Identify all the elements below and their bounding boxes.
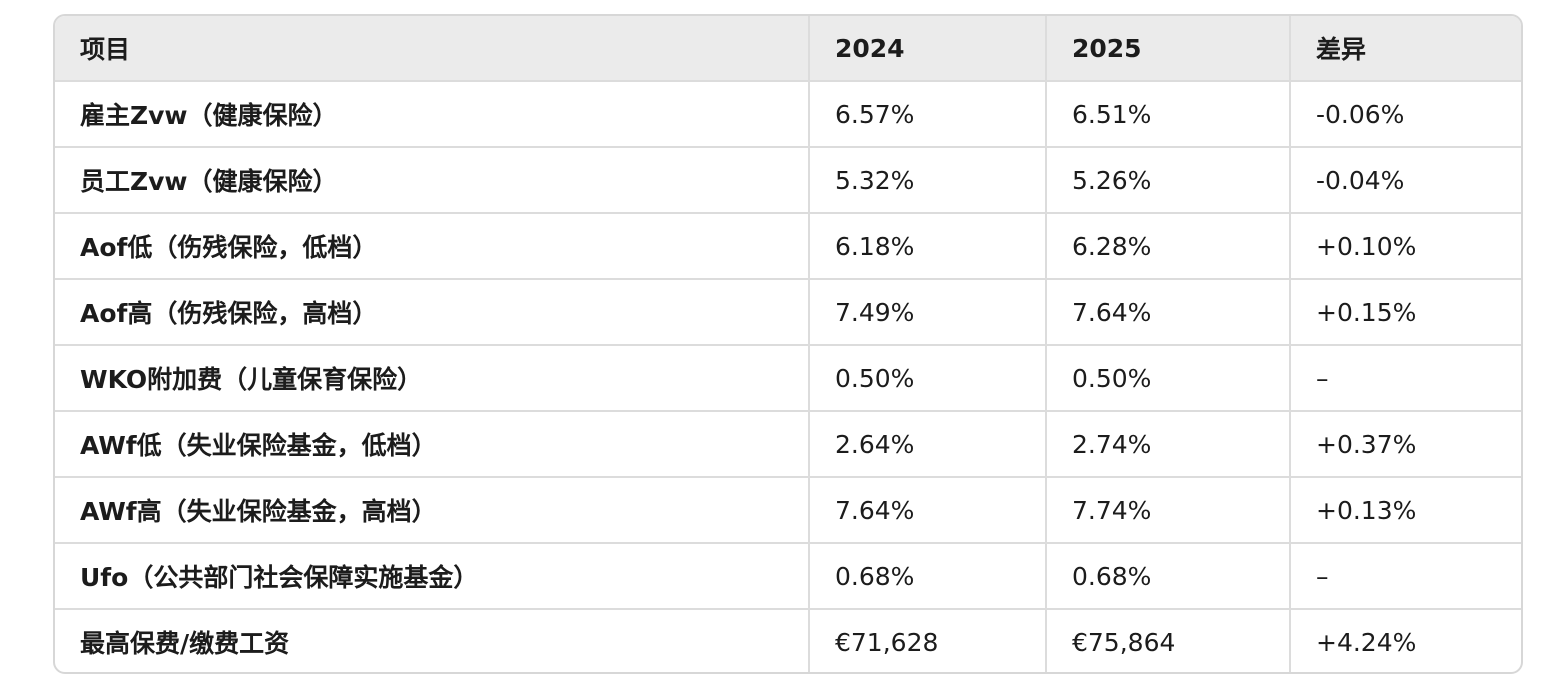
- comparison-table: 项目 2024 2025 差异 雇主Zvw（健康保险） 6.57% 6.51% …: [55, 16, 1521, 672]
- table-row: 员工Zvw（健康保险） 5.32% 5.26% -0.04%: [55, 147, 1521, 214]
- cell-2024: 5.32%: [809, 147, 1047, 214]
- cell-2024: 6.57%: [809, 81, 1047, 148]
- cell-2025: 5.26%: [1046, 147, 1291, 214]
- cell-difference: –: [1290, 345, 1521, 412]
- table-row: 最高保费/缴费工资 €71,628 €75,864 +4.24%: [55, 609, 1521, 672]
- table-row: Aof低（伤残保险，低档） 6.18% 6.28% +0.10%: [55, 213, 1521, 280]
- table-header: 项目 2024 2025 差异: [55, 16, 1521, 82]
- table-row: 雇主Zvw（健康保险） 6.57% 6.51% -0.06%: [55, 81, 1521, 148]
- cell-2025: 6.51%: [1046, 81, 1291, 148]
- cell-2024: €71,628: [809, 609, 1047, 672]
- cell-item: AWf低（失业保险基金，低档）: [55, 411, 810, 478]
- cell-item: Aof低（伤残保险，低档）: [55, 213, 810, 280]
- header-2025: 2025: [1046, 16, 1291, 82]
- table-row: Ufo（公共部门社会保障实施基金） 0.68% 0.68% –: [55, 543, 1521, 610]
- cell-difference: +0.10%: [1290, 213, 1521, 280]
- cell-2025: 0.68%: [1046, 543, 1291, 610]
- cell-2024: 6.18%: [809, 213, 1047, 280]
- cell-difference: -0.06%: [1290, 81, 1521, 148]
- cell-2025: 6.28%: [1046, 213, 1291, 280]
- cell-item: 最高保费/缴费工资: [55, 609, 810, 672]
- cell-2025: 7.74%: [1046, 477, 1291, 544]
- cell-2024: 7.49%: [809, 279, 1047, 346]
- cell-item: 雇主Zvw（健康保险）: [55, 81, 810, 148]
- cell-item: AWf高（失业保险基金，高档）: [55, 477, 810, 544]
- cell-difference: –: [1290, 543, 1521, 610]
- cell-difference: +0.37%: [1290, 411, 1521, 478]
- header-difference: 差异: [1290, 16, 1521, 82]
- cell-difference: +4.24%: [1316, 627, 1417, 657]
- cell-2024: 0.68%: [809, 543, 1047, 610]
- cell-2025: 2.74%: [1046, 411, 1291, 478]
- table-body: 雇主Zvw（健康保险） 6.57% 6.51% -0.06% 员工Zvw（健康保…: [55, 81, 1521, 672]
- cell-2025: 7.64%: [1046, 279, 1291, 346]
- header-row: 项目 2024 2025 差异: [55, 16, 1521, 82]
- cell-2024: 7.64%: [809, 477, 1047, 544]
- cell-difference: -0.04%: [1290, 147, 1521, 214]
- comparison-table-container: 项目 2024 2025 差异 雇主Zvw（健康保险） 6.57% 6.51% …: [53, 14, 1523, 674]
- cell-item: 员工Zvw（健康保险）: [55, 147, 810, 214]
- cell-item: Ufo（公共部门社会保障实施基金）: [55, 543, 810, 610]
- table-row: WKO附加费（儿童保育保险） 0.50% 0.50% –: [55, 345, 1521, 412]
- header-item: 项目: [55, 16, 810, 82]
- cell-difference: +0.15%: [1290, 279, 1521, 346]
- cell-difference: +0.13%: [1290, 477, 1521, 544]
- cell-2025: 0.50%: [1046, 345, 1291, 412]
- cell-2025: €75,864: [1046, 609, 1291, 672]
- table-row: Aof高（伤残保险，高档） 7.49% 7.64% +0.15%: [55, 279, 1521, 346]
- header-2024: 2024: [809, 16, 1047, 82]
- cell-2024: 0.50%: [809, 345, 1047, 412]
- table-row: AWf高（失业保险基金，高档） 7.64% 7.74% +0.13%: [55, 477, 1521, 544]
- cell-2024: 2.64%: [809, 411, 1047, 478]
- table-row: AWf低（失业保险基金，低档） 2.64% 2.74% +0.37%: [55, 411, 1521, 478]
- cell-item: Aof高（伤残保险，高档）: [55, 279, 810, 346]
- cell-item: WKO附加费（儿童保育保险）: [55, 345, 810, 412]
